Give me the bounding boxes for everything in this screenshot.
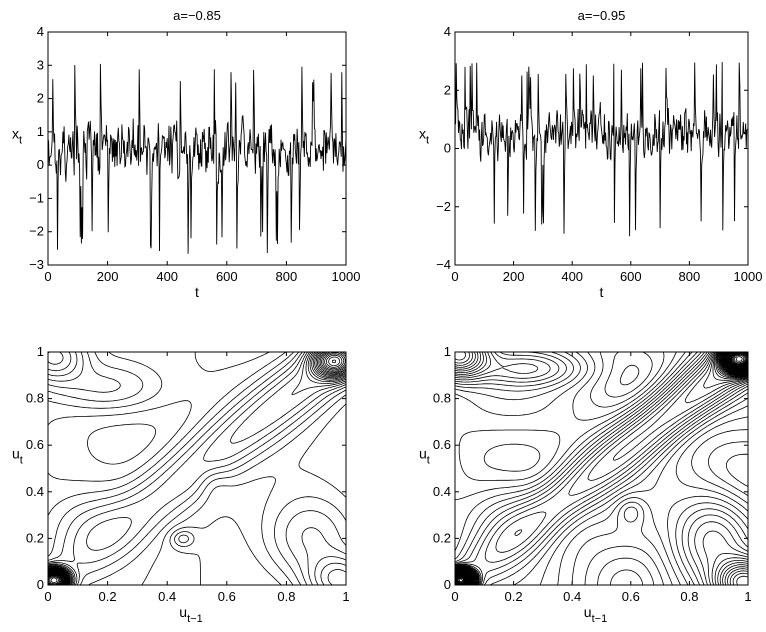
y-axis-label-sub: t: [20, 455, 23, 467]
x-tick-label: 600: [620, 269, 642, 284]
y-tick-label: 0.2: [433, 530, 451, 545]
y-tick-label: 0.8: [433, 391, 451, 406]
y-axis-label: xt: [12, 126, 22, 147]
y-tick-label: −2: [436, 199, 451, 214]
y-tick-label: 0: [444, 141, 451, 156]
y-tick-label: 0.4: [433, 484, 451, 499]
y-tick-label: 0.4: [26, 484, 44, 499]
y-tick-label: 1: [37, 124, 44, 139]
y-tick-label: −2: [29, 224, 44, 239]
axes-frame: [454, 351, 749, 586]
y-tick-label: 0.6: [26, 437, 44, 452]
time-series-line: [454, 62, 749, 237]
y-tick-label: 2: [37, 91, 44, 106]
y-axis-label: xt: [419, 126, 429, 147]
x-tick-label: 400: [156, 269, 178, 284]
x-tick-label: 0.8: [277, 589, 295, 604]
x-tick-label: 1: [744, 589, 751, 604]
y-axis-label-main: u: [419, 446, 427, 462]
y-tick-label: 0: [37, 577, 44, 592]
axes-frame: [47, 351, 347, 586]
contour-lines: [47, 351, 347, 586]
x-tick-label: 0: [44, 589, 51, 604]
y-tick-label: 3: [37, 57, 44, 72]
x-axis-label: ut−1: [584, 604, 607, 625]
y-axis-label-main: u: [12, 446, 20, 462]
x-tick-label: 0: [44, 269, 51, 284]
y-tick-label: −4: [436, 257, 451, 272]
x-tick-label: 0.4: [158, 589, 176, 604]
y-tick-label: 2: [444, 82, 451, 97]
x-tick-label: 0: [451, 589, 458, 604]
x-tick-label: 0.4: [563, 589, 581, 604]
y-axis-label-sub: t: [19, 135, 22, 147]
x-tick-label: 200: [97, 269, 119, 284]
x-axis-label-sub: t−1: [592, 613, 608, 625]
y-tick-label: −1: [29, 190, 44, 205]
chart-title: a=−0.95: [578, 8, 626, 23]
x-tick-label: 600: [216, 269, 238, 284]
x-tick-label: 200: [503, 269, 525, 284]
x-tick-label: 800: [679, 269, 701, 284]
x-axis-label-sub: t−1: [187, 613, 203, 625]
y-tick-label: 0: [444, 577, 451, 592]
chart-title: a=−0.85: [173, 8, 221, 23]
y-tick-label: −3: [29, 257, 44, 272]
x-axis-label: ut−1: [179, 604, 202, 625]
y-axis-label: ut: [12, 446, 23, 467]
y-axis-label-sub: t: [426, 135, 429, 147]
x-tick-label: 400: [561, 269, 583, 284]
x-tick-label: 1: [342, 589, 349, 604]
y-axis-label-main: x: [12, 126, 19, 142]
y-tick-label: 0.8: [26, 391, 44, 406]
x-tick-label: 0: [451, 269, 458, 284]
x-tick-label: 1000: [734, 269, 763, 284]
time-series-line: [47, 63, 347, 254]
y-tick-label: 1: [444, 344, 451, 359]
x-tick-label: 0.6: [622, 589, 640, 604]
x-axis-label-main: u: [179, 604, 187, 620]
x-tick-label: 1000: [332, 269, 361, 284]
axes-frame: [47, 31, 347, 266]
y-tick-label: 0.2: [26, 530, 44, 545]
x-axis-label-main: u: [584, 604, 592, 620]
x-axis-label: t: [195, 284, 199, 300]
y-tick-label: 0: [37, 157, 44, 172]
y-axis-label: ut: [419, 446, 430, 467]
y-tick-label: 4: [37, 24, 44, 39]
y-tick-label: 4: [444, 24, 451, 39]
x-tick-label: 800: [276, 269, 298, 284]
x-axis-label: t: [600, 284, 604, 300]
y-axis-label-sub: t: [427, 455, 430, 467]
axes-frame: [454, 31, 749, 266]
y-tick-label: 0.6: [433, 437, 451, 452]
y-axis-label-main: x: [419, 126, 426, 142]
x-tick-label: 0.6: [218, 589, 236, 604]
contour-lines: [454, 351, 749, 586]
x-tick-label: 0.2: [99, 589, 117, 604]
x-tick-label: 0.2: [505, 589, 523, 604]
x-tick-label: 0.8: [680, 589, 698, 604]
y-tick-label: 1: [37, 344, 44, 359]
